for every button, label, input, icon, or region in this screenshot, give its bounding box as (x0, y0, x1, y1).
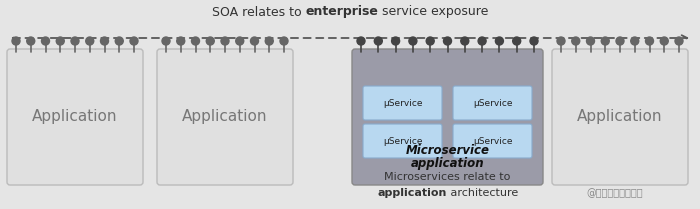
Circle shape (130, 37, 138, 45)
Circle shape (675, 37, 683, 45)
Circle shape (357, 37, 365, 45)
Circle shape (461, 37, 469, 45)
Circle shape (530, 37, 538, 45)
Text: application: application (377, 188, 447, 198)
FancyBboxPatch shape (157, 49, 293, 185)
Circle shape (478, 37, 486, 45)
Circle shape (660, 37, 668, 45)
Circle shape (512, 37, 521, 45)
FancyBboxPatch shape (363, 86, 442, 120)
Circle shape (221, 37, 229, 45)
FancyBboxPatch shape (552, 49, 688, 185)
Circle shape (71, 37, 79, 45)
Circle shape (374, 37, 382, 45)
Circle shape (645, 37, 654, 45)
Text: Microservice: Microservice (405, 144, 489, 157)
Text: Application: Application (32, 110, 118, 125)
Text: Application: Application (578, 110, 663, 125)
Text: @稿土掴金技术社区: @稿土掴金技术社区 (587, 188, 643, 198)
Circle shape (557, 37, 565, 45)
Text: SOA relates to: SOA relates to (211, 5, 305, 19)
Text: μService: μService (383, 98, 422, 107)
Text: μService: μService (473, 98, 512, 107)
FancyBboxPatch shape (363, 124, 442, 158)
Circle shape (27, 37, 35, 45)
Circle shape (409, 37, 417, 45)
Circle shape (587, 37, 594, 45)
FancyBboxPatch shape (453, 86, 532, 120)
Circle shape (616, 37, 624, 45)
Circle shape (56, 37, 64, 45)
Circle shape (265, 37, 273, 45)
Circle shape (162, 37, 170, 45)
FancyBboxPatch shape (352, 49, 543, 185)
Text: μService: μService (383, 136, 422, 145)
Text: μService: μService (473, 136, 512, 145)
Circle shape (572, 37, 580, 45)
Circle shape (251, 37, 258, 45)
Text: application: application (411, 158, 484, 171)
Circle shape (12, 37, 20, 45)
Circle shape (85, 37, 94, 45)
Circle shape (280, 37, 288, 45)
Circle shape (192, 37, 199, 45)
Circle shape (631, 37, 638, 45)
FancyBboxPatch shape (453, 124, 532, 158)
Text: Microservices relate to: Microservices relate to (384, 172, 511, 182)
Circle shape (496, 37, 503, 45)
FancyBboxPatch shape (7, 49, 143, 185)
Text: service exposure: service exposure (378, 5, 489, 19)
Circle shape (206, 37, 214, 45)
Circle shape (601, 37, 609, 45)
Text: enterprise: enterprise (305, 5, 378, 19)
Circle shape (426, 37, 434, 45)
Text: Application: Application (182, 110, 267, 125)
Text: architecture: architecture (447, 188, 518, 198)
Circle shape (41, 37, 50, 45)
Circle shape (176, 37, 185, 45)
Circle shape (444, 37, 452, 45)
Circle shape (391, 37, 400, 45)
Circle shape (101, 37, 108, 45)
Circle shape (236, 37, 244, 45)
Circle shape (116, 37, 123, 45)
